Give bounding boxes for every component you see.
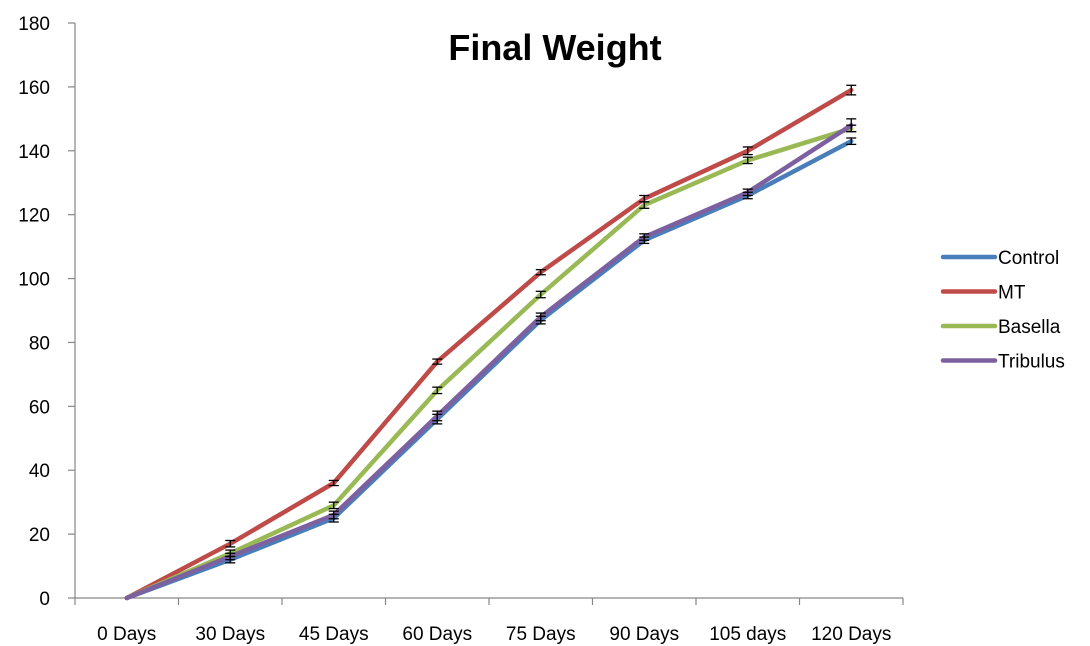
y-tick-label: 60 bbox=[29, 397, 50, 418]
series-line-basella bbox=[124, 126, 854, 601]
error-bar-mt bbox=[225, 539, 236, 548]
x-tick-label: 30 Days bbox=[195, 624, 265, 645]
error-bar-tribulus bbox=[225, 552, 236, 561]
legend-item-mt: MT bbox=[940, 283, 1026, 304]
x-tick-label: 90 Days bbox=[609, 624, 679, 645]
legend-label: Basella bbox=[998, 317, 1061, 338]
legend-label: MT bbox=[998, 283, 1026, 304]
error-bar-basella bbox=[742, 156, 753, 165]
series-line-tribulus bbox=[124, 122, 854, 601]
x-axis: 0 Days 30 Days 45 Days 60 Days 75 Days 90 Day… bbox=[74, 597, 904, 645]
series-lines bbox=[124, 87, 854, 601]
y-tick-label: 0 bbox=[39, 589, 50, 610]
legend: Control MT Basella Tribulus bbox=[940, 248, 1065, 373]
x-tick-label: 60 Days bbox=[402, 624, 472, 645]
x-tick-label: 0 Days bbox=[97, 624, 156, 645]
legend-label: Control bbox=[998, 248, 1059, 269]
error-bar-basella bbox=[432, 386, 443, 395]
error-bar-tribulus bbox=[742, 188, 753, 197]
x-tick-label: 105 days bbox=[709, 624, 786, 645]
error-bar-tribulus bbox=[328, 510, 339, 520]
chart-title: Final Weight bbox=[448, 27, 661, 68]
y-axis: 0 20 40 60 80 100 120 140 160 180 bbox=[18, 14, 76, 610]
series-line-mt bbox=[124, 87, 854, 601]
legend-item-control: Control bbox=[940, 248, 1059, 269]
error-bar-tribulus bbox=[535, 312, 546, 322]
y-tick-label: 80 bbox=[29, 333, 50, 354]
error-bar-mt bbox=[432, 358, 443, 365]
x-tick-label: 45 Days bbox=[299, 624, 369, 645]
error-bars bbox=[225, 84, 857, 564]
error-bar-mt bbox=[535, 268, 546, 276]
x-tick-label: 75 Days bbox=[506, 624, 576, 645]
error-bar-mt bbox=[846, 84, 857, 96]
error-bar-basella bbox=[639, 201, 650, 209]
error-bar-tribulus bbox=[846, 118, 857, 133]
legend-item-tribulus: Tribulus bbox=[940, 352, 1065, 373]
series-line-control bbox=[124, 138, 854, 601]
y-tick-label: 40 bbox=[29, 461, 50, 482]
error-bar-control bbox=[846, 137, 857, 146]
error-bar-basella bbox=[328, 501, 339, 510]
error-bar-mt bbox=[742, 146, 753, 156]
y-tick-label: 20 bbox=[29, 525, 50, 546]
error-bar-tribulus bbox=[639, 233, 650, 241]
y-tick-label: 160 bbox=[18, 78, 50, 99]
legend-label: Tribulus bbox=[998, 352, 1065, 373]
error-bar-mt bbox=[328, 479, 339, 487]
y-tick-label: 120 bbox=[18, 206, 50, 227]
error-bar-basella bbox=[535, 290, 546, 299]
error-bar-tribulus bbox=[432, 410, 443, 422]
x-tick-label: 120 Days bbox=[811, 624, 891, 645]
y-tick-label: 140 bbox=[18, 142, 50, 163]
legend-item-basella: Basella bbox=[940, 317, 1061, 338]
y-tick-label: 100 bbox=[18, 270, 50, 291]
y-tick-label: 180 bbox=[18, 14, 50, 35]
